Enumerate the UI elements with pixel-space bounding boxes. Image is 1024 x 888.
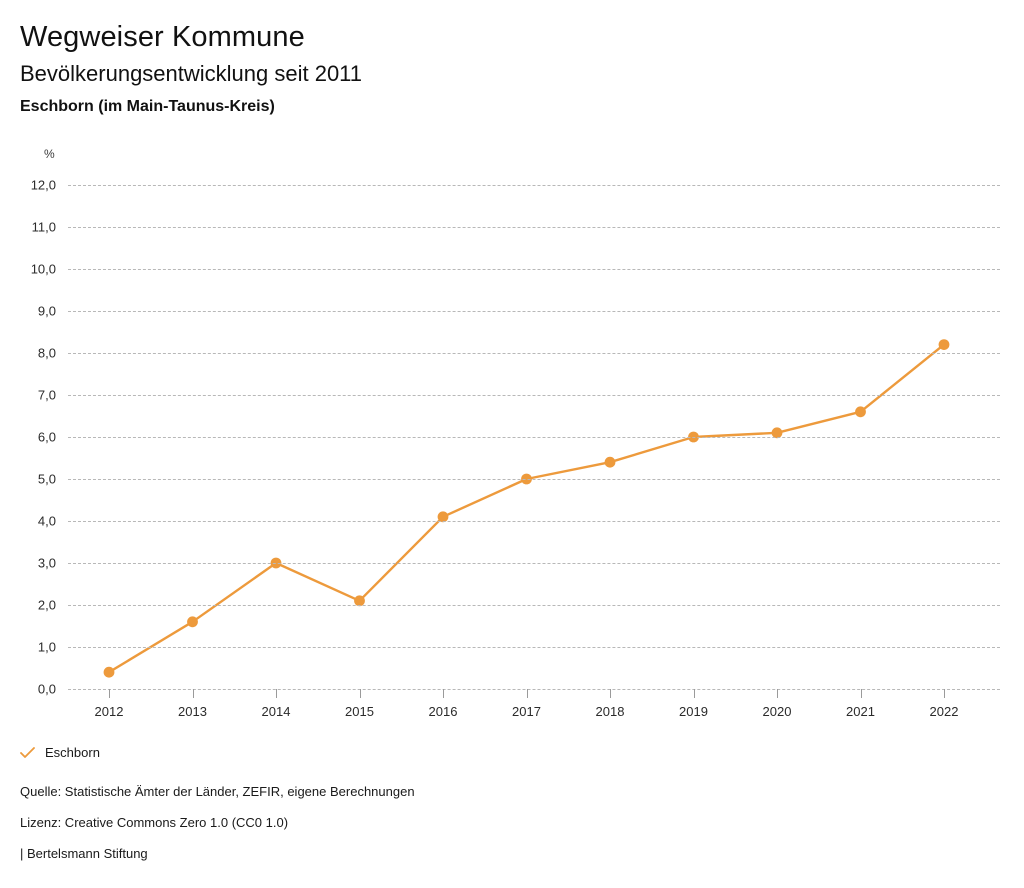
gridline (68, 689, 1000, 690)
y-axis-tick-label: 5,0 (37, 471, 56, 487)
x-axis-tick (109, 689, 110, 698)
data-point[interactable] (187, 616, 198, 628)
data-point[interactable] (938, 339, 950, 350)
y-axis-tick-label: 7,0 (37, 387, 56, 403)
data-point[interactable] (855, 406, 866, 418)
chart-area: % 0,0 1,0 2,0 3,0 4,0 5,0 6,0 7,0 8,0 9,0 10,0 11,0… (0, 138, 1024, 738)
chart-legend: Eschborn (20, 745, 100, 760)
footer-publisher: | Bertelsmann Stiftung (20, 846, 148, 861)
chart-footer: Quelle: Statistische Ämter der Länder, Z… (20, 784, 820, 862)
x-axis-tick (944, 689, 945, 698)
series-path (107, 343, 946, 674)
x-axis-tick-label: 2013 (178, 704, 207, 719)
x-axis-tick (443, 689, 444, 698)
page-header: Wegweiser Kommune Bevölkerungsentwicklun… (0, 0, 1024, 118)
x-axis-tick-label: 2021 (846, 704, 875, 719)
data-point[interactable] (354, 595, 365, 607)
x-axis-tick-label: 2014 (261, 704, 291, 719)
x-axis-tick (693, 689, 695, 698)
page-subtitle: Bevölkerungsentwicklung seit 2011 (20, 61, 363, 86)
x-axis-tick-label: 2020 (762, 704, 792, 719)
x-axis-tick-label: 2015 (345, 704, 374, 719)
footer-license: Lizenz: Creative Commons Zero 1.0 (CC0 1… (20, 815, 289, 830)
x-axis-tick-label: 2022 (929, 704, 959, 719)
x-axis-tick-label: 2017 (512, 704, 541, 719)
legend-item-eschborn[interactable]: Eschborn (45, 745, 100, 760)
gridline (68, 353, 1000, 354)
x-axis-tick-label: 2016 (428, 704, 458, 719)
x-axis-tick (860, 689, 862, 698)
gridline (68, 563, 1000, 564)
y-axis-tick-label: 9,0 (37, 303, 56, 319)
gridline (68, 479, 1000, 480)
page-title: Wegweiser Kommune (20, 21, 305, 53)
gridline (68, 185, 1000, 186)
y-axis-tick-label: 2,0 (37, 597, 56, 613)
check-icon (20, 746, 35, 759)
x-axis-tick (610, 689, 611, 698)
y-axis-tick-label: 1,0 (37, 639, 56, 655)
gridline (68, 605, 1000, 606)
y-axis-unit-label: % (44, 147, 55, 161)
gridline (68, 647, 1000, 648)
y-axis-tick-label: 0,0 (37, 681, 56, 697)
x-axis-tick-label: 2018 (595, 704, 625, 719)
footer-source: Quelle: Statistische Ämter der Länder, Z… (20, 784, 415, 799)
y-axis-tick-label: 6,0 (37, 429, 56, 445)
x-axis-tick (526, 689, 528, 698)
data-point[interactable] (103, 666, 115, 678)
region-label: Eschborn (im Main-Taunus-Kreis) (20, 98, 275, 115)
gridline (68, 395, 1000, 396)
gridline (68, 437, 1000, 438)
data-point[interactable] (437, 511, 449, 523)
x-axis-tick (192, 689, 194, 698)
y-axis-tick-label: 12,0 (30, 177, 56, 193)
data-point[interactable] (771, 427, 783, 439)
data-point[interactable] (604, 456, 616, 468)
y-axis-tick-label: 3,0 (37, 555, 56, 571)
gridline (68, 521, 1000, 522)
gridline (68, 269, 1000, 270)
gridline (68, 227, 1000, 228)
plot-region: 0,0 1,0 2,0 3,0 4,0 5,0 6,0 7,0 8,0 9,0 10,0 11,0 12… (31, 178, 1000, 719)
x-axis-tick-label: 2012 (94, 704, 124, 719)
gridline (68, 311, 1000, 312)
y-axis-tick-label: 4,0 (37, 513, 56, 529)
y-axis-tick-label: 8,0 (37, 345, 56, 361)
y-axis-tick-label: 11,0 (31, 219, 56, 235)
x-axis-tick-label: 2019 (679, 704, 708, 719)
y-axis-tick-label: 10,0 (30, 261, 56, 277)
x-axis-tick (359, 689, 361, 698)
x-axis-tick (276, 689, 277, 698)
x-axis-tick (777, 689, 778, 698)
